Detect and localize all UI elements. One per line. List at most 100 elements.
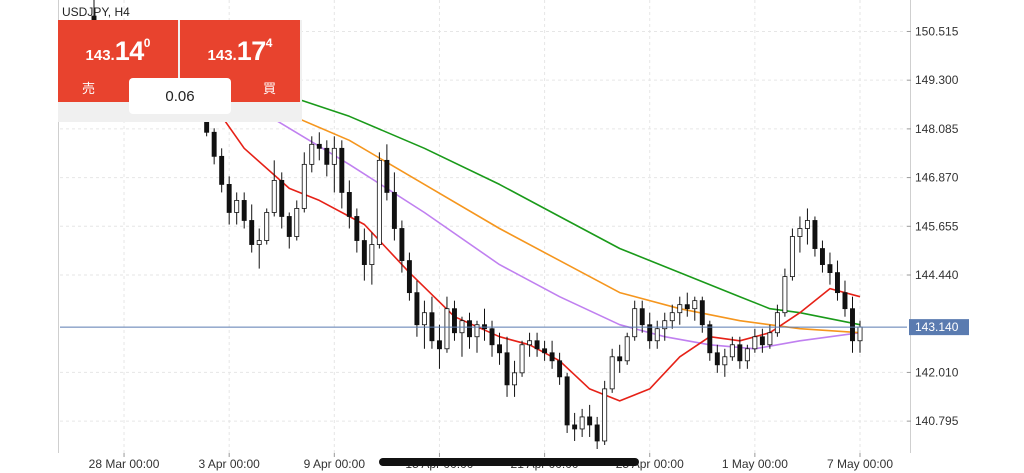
scroll-indicator[interactable] <box>379 458 639 466</box>
candle-body <box>414 292 420 326</box>
x-tick-label: 3 Apr 00:00 <box>198 457 260 471</box>
candle-body <box>354 216 360 241</box>
x-tick-label: 28 Mar 00:00 <box>89 457 160 471</box>
candle-body <box>602 388 608 442</box>
x-axis: 28 Mar 00:003 Apr 00:009 Apr 00:0015 Apr… <box>89 453 893 471</box>
candle-body <box>774 312 780 334</box>
candle-body <box>752 336 758 350</box>
y-tick-label: 149.300 <box>915 73 959 87</box>
sell-price-big: 14 <box>114 36 145 66</box>
candle-body <box>647 324 653 342</box>
y-tick-label: 144.440 <box>915 268 959 282</box>
candle-body <box>444 308 450 350</box>
candle-body <box>527 340 533 346</box>
one-click-trade-panel: 143.140 売 143.174 買 0.06 <box>58 20 302 122</box>
candle-body <box>241 200 247 221</box>
candle-body <box>857 326 863 342</box>
candle-body <box>632 308 638 338</box>
candle-body <box>286 216 292 237</box>
candle-body <box>722 356 728 366</box>
sell-price-prefix: 143. <box>85 47 115 64</box>
candle-body <box>249 220 255 245</box>
x-tick-label: 1 May 00:00 <box>722 457 788 471</box>
candle-body <box>812 220 818 249</box>
y-axis: 150.515 149.300 148.085 146.870 145.655 144.4… <box>907 24 969 428</box>
candle-body <box>662 320 668 330</box>
candle-body <box>827 264 833 274</box>
buy-price: 143.174 <box>180 36 300 67</box>
candle-body <box>549 352 555 362</box>
candle-body <box>564 376 570 426</box>
candle-body <box>692 300 698 310</box>
candle-body <box>677 304 683 314</box>
y-tick-label: 140.795 <box>915 414 959 428</box>
buy-price-big: 17 <box>236 36 267 66</box>
candle-body <box>211 131 217 157</box>
candle-body <box>699 300 705 326</box>
candle-body <box>729 344 735 358</box>
candle-body <box>594 424 600 442</box>
candle-body <box>504 352 510 386</box>
candle-body <box>624 336 630 362</box>
candle-body <box>339 147 345 193</box>
candle-body <box>489 328 495 346</box>
buy-label: 買 <box>262 81 276 96</box>
current-price-tag <box>909 319 969 336</box>
candle-body <box>316 143 322 149</box>
candle-body <box>557 360 563 378</box>
candle-body <box>609 356 615 390</box>
candle-body <box>421 312 427 326</box>
candle-body <box>467 320 472 338</box>
candle-body <box>542 348 548 354</box>
sell-price-sup: 0 <box>143 36 151 50</box>
candle-body <box>497 344 502 354</box>
current-price-tag-label: 143.140 <box>915 320 959 334</box>
candle-body <box>789 236 795 278</box>
candle-body <box>804 220 810 229</box>
candle-body <box>842 292 848 310</box>
candle-body <box>361 240 367 265</box>
candle-body <box>782 276 788 314</box>
candle-body <box>309 143 315 165</box>
candle-body <box>271 179 277 213</box>
candle-body <box>324 147 330 165</box>
candle-body <box>391 192 397 229</box>
candle-body <box>452 308 457 334</box>
candle-body <box>819 248 825 265</box>
candle-body <box>346 192 352 217</box>
candle-body <box>264 212 270 241</box>
candle-body <box>759 336 765 346</box>
candle-body <box>707 324 713 354</box>
y-tick-label: 150.515 <box>915 24 959 38</box>
candle-body <box>617 356 623 362</box>
candle-body <box>512 372 518 386</box>
candle-body <box>572 424 578 430</box>
candle-body <box>684 304 690 310</box>
candle-body <box>256 240 262 245</box>
candle-body <box>376 159 382 245</box>
x-tick-label: 9 Apr 00:00 <box>304 457 366 471</box>
buy-price-prefix: 143. <box>207 47 237 64</box>
candle-body <box>519 344 525 374</box>
candle-body <box>714 352 720 366</box>
candle-body <box>369 244 375 265</box>
candle-body <box>331 147 337 165</box>
candle-body <box>219 155 225 185</box>
candle-body <box>294 208 300 237</box>
candle-body <box>850 308 855 342</box>
sell-price: 143.140 <box>58 36 178 67</box>
candle-body <box>767 332 773 346</box>
candle-body <box>474 324 480 338</box>
y-tick-label: 148.085 <box>915 122 959 136</box>
candle-body <box>737 344 743 362</box>
candle-body <box>384 159 390 193</box>
candle-body <box>579 416 585 430</box>
candle-body <box>234 200 240 213</box>
candle-body <box>534 340 540 350</box>
sell-label: 売 <box>82 81 96 96</box>
buy-button[interactable]: 143.174 買 <box>180 20 300 102</box>
symbol-label: USDJPY, H4 <box>62 5 130 19</box>
candle-body <box>654 328 660 342</box>
volume-field[interactable]: 0.06 <box>129 78 231 114</box>
